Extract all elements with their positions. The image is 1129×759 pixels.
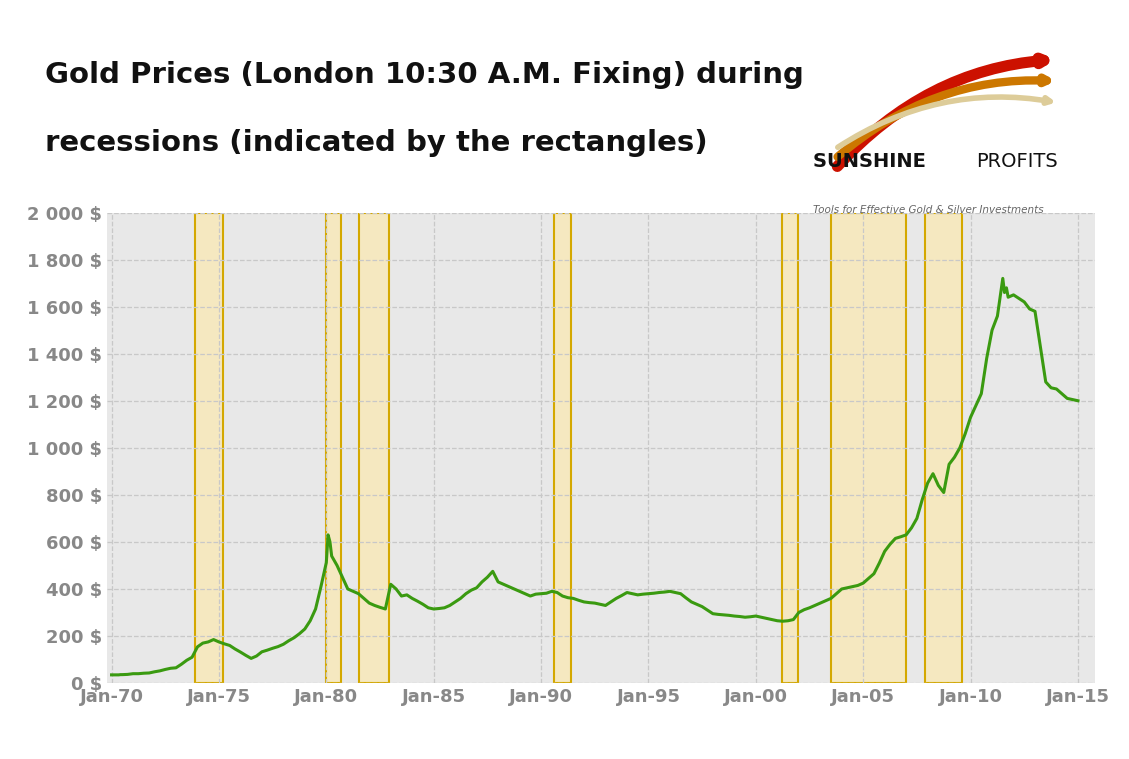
Text: recessions (indicated by the rectangles): recessions (indicated by the rectangles) (45, 129, 708, 157)
Text: PROFITS: PROFITS (977, 152, 1058, 171)
Bar (195, 213, 224, 683)
Bar (781, 213, 798, 683)
Bar (554, 213, 571, 683)
Bar (831, 213, 907, 683)
Bar (926, 213, 962, 683)
Text: SUNSHINE: SUNSHINE (813, 152, 933, 171)
Bar (326, 213, 341, 683)
Bar (359, 213, 388, 683)
Text: Tools for Effective Gold & Silver Investments: Tools for Effective Gold & Silver Invest… (813, 205, 1043, 215)
Text: Gold Prices (London 10:30 A.M. Fixing) during: Gold Prices (London 10:30 A.M. Fixing) d… (45, 61, 804, 89)
